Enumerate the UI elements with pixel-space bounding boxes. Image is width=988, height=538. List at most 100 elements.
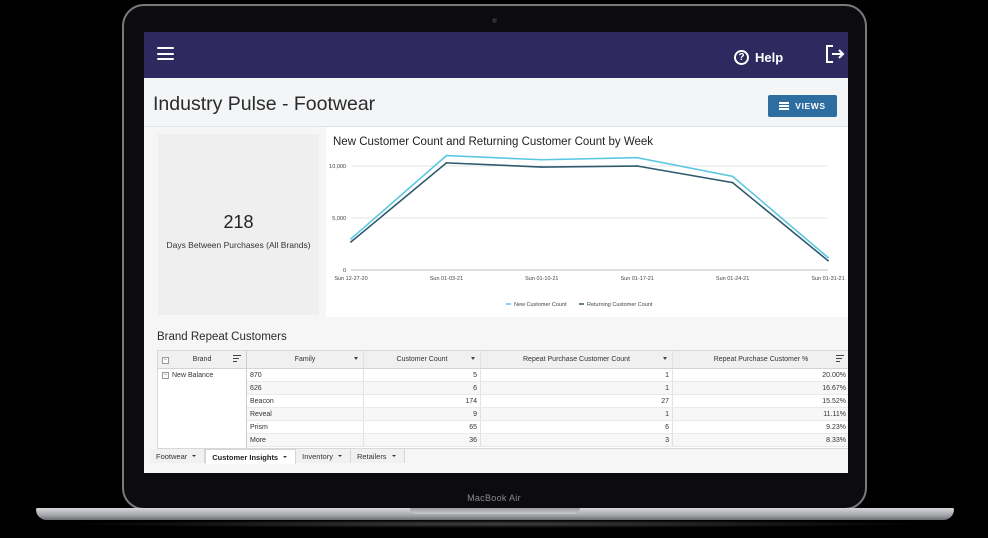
dashboard-content: 218 Days Between Purchases (All Brands) … — [144, 127, 848, 473]
laptop-base — [36, 508, 954, 520]
sort-caret-icon[interactable] — [471, 357, 475, 360]
cell-repeat-count: 1 — [481, 369, 673, 381]
cell-repeat-count: 1 — [481, 382, 673, 394]
chart-title: New Customer Count and Returning Custome… — [333, 136, 654, 148]
y-tick-label: 10,000 — [329, 164, 346, 170]
cell-family: Beacon — [247, 395, 364, 407]
cell-customer-count: 174 — [364, 395, 481, 407]
table-row[interactable]: More 36 3 8.33% — [247, 434, 848, 447]
sheet-tabs: Footwear Customer Insights Inventory Retail… — [150, 449, 405, 464]
customer-count-header[interactable]: Customer Count — [364, 351, 481, 368]
kpi-value: 218 — [223, 212, 254, 232]
app-screen: ? Help Industry Pulse - Footwear VIEWS 2… — [144, 32, 848, 473]
chevron-down-icon[interactable] — [337, 455, 342, 457]
data-point — [445, 161, 448, 164]
tab-inventory[interactable]: Inventory — [296, 449, 351, 463]
views-button[interactable]: VIEWS — [768, 95, 837, 117]
table-row[interactable]: 870 5 1 20.00% — [247, 369, 848, 382]
top-navigation-bar: ? Help — [144, 32, 848, 78]
x-tick-label: Sun 01-10-21 — [525, 276, 558, 282]
question-circle-icon: ? — [734, 50, 749, 65]
collapse-all-icon[interactable]: − — [162, 357, 169, 364]
data-point — [731, 175, 734, 178]
y-tick-label: 5,000 — [332, 216, 346, 222]
cell-repeat-pct: 11.11% — [823, 410, 846, 418]
tab-customer-insights[interactable]: Customer Insights — [205, 449, 297, 464]
brand-repeat-table: − Brand − New Balance Family Customer Co… — [157, 350, 848, 449]
brand-row[interactable]: − New Balance — [158, 369, 246, 381]
page-title: Industry Pulse - Footwear — [153, 93, 376, 115]
list-icon — [779, 101, 790, 111]
table-row[interactable]: Prism 65 6 9.23% — [247, 421, 848, 434]
help-button[interactable]: ? Help — [734, 50, 783, 65]
y-tick-label: 0 — [343, 268, 346, 274]
cell-family: 626 — [247, 382, 364, 394]
repeat-pct-header[interactable]: Repeat Purchase Customer % — [673, 351, 848, 368]
chevron-down-icon[interactable] — [283, 456, 288, 458]
data-point — [636, 156, 639, 159]
cell-repeat-pct: 15.52% — [822, 397, 846, 405]
tab-label: Inventory — [302, 451, 333, 461]
family-header[interactable]: Family — [247, 351, 364, 368]
page-header: Industry Pulse - Footwear VIEWS — [144, 78, 848, 127]
line-chart: 10,000 5,000 0 Sun 12-27-20 Sun 01-03-21 Sun … — [329, 154, 845, 308]
cell-customer-count: 65 — [364, 421, 481, 433]
cell-repeat-pct: 8.33% — [826, 436, 846, 444]
filter-icon[interactable] — [836, 355, 844, 364]
x-tick-label: Sun 01-31-21 — [811, 276, 844, 282]
brand-name: New Balance — [172, 371, 214, 379]
legend-label: New Customer Count — [514, 302, 567, 308]
tab-retailers[interactable]: Retailers — [350, 449, 405, 463]
cell-repeat-pct: 9.23% — [826, 423, 846, 431]
hamburger-menu-icon[interactable] — [157, 47, 174, 60]
device-label: MacBook Air — [467, 493, 521, 503]
sort-caret-icon[interactable] — [663, 357, 667, 360]
data-point — [445, 154, 448, 157]
table-row[interactable]: Reveal 9 1 11.11% — [247, 408, 848, 421]
x-tick-label: Sun 01-24-21 — [716, 276, 749, 282]
series-line-new-customer-count — [350, 154, 829, 259]
data-point — [731, 181, 734, 184]
laptop-notch — [410, 508, 580, 514]
table-title: Brand Repeat Customers — [157, 331, 287, 343]
chevron-down-icon[interactable] — [192, 455, 197, 457]
repeat-count-header[interactable]: Repeat Purchase Customer Count — [481, 351, 673, 368]
chevron-down-icon[interactable] — [391, 455, 396, 457]
tab-label: Retailers — [356, 451, 387, 461]
table-header-row: Family Customer Count Repeat Purchase Cu… — [247, 351, 848, 369]
collapse-icon[interactable]: − — [162, 372, 169, 379]
family-header-label: Family — [294, 356, 316, 363]
series-line-returning-customer-count — [350, 162, 829, 262]
kpi-card: 218 Days Between Purchases (All Brands) — [158, 134, 319, 315]
table-row[interactable]: Beacon 174 27 15.52% — [247, 395, 848, 408]
logout-icon[interactable] — [824, 44, 846, 64]
cell-repeat-count: 6 — [481, 421, 673, 433]
cell-customer-count: 36 — [364, 434, 481, 446]
table-body: 870 5 1 20.00% 626 6 1 16.67% Beacon 174 27 15.52% R… — [247, 369, 848, 447]
cell-repeat-count: 3 — [481, 434, 673, 446]
tab-label: Footwear — [156, 451, 188, 461]
cell-repeat-pct: 16.67% — [822, 384, 846, 392]
legend-label: Returning Customer Count — [587, 302, 653, 308]
repeat-count-header-label: Repeat Purchase Customer Count — [523, 356, 630, 363]
data-point — [350, 241, 352, 243]
data-point — [350, 237, 352, 240]
data-point — [827, 256, 829, 259]
brand-header-label: Brand — [192, 356, 212, 363]
data-point — [540, 166, 543, 168]
x-tick-label: Sun 01-03-21 — [430, 276, 463, 282]
x-tick-label: Sun 12-27-20 — [334, 276, 367, 282]
tab-footwear[interactable]: Footwear — [150, 449, 206, 463]
line-chart-panel: New Customer Count and Returning Custome… — [326, 127, 848, 317]
filter-icon[interactable] — [233, 355, 241, 364]
cell-family: More — [247, 434, 364, 446]
cell-family: Prism — [247, 421, 364, 433]
sort-caret-icon[interactable] — [354, 357, 358, 360]
cell-repeat-pct: 20.00% — [822, 371, 846, 379]
laptop-shadow — [60, 520, 930, 528]
data-point — [827, 259, 829, 262]
table-row[interactable]: 626 6 1 16.67% — [247, 382, 848, 395]
cell-customer-count: 6 — [364, 382, 481, 394]
cell-repeat-count: 1 — [481, 408, 673, 420]
table-grid: Family Customer Count Repeat Purchase Cu… — [247, 351, 848, 447]
